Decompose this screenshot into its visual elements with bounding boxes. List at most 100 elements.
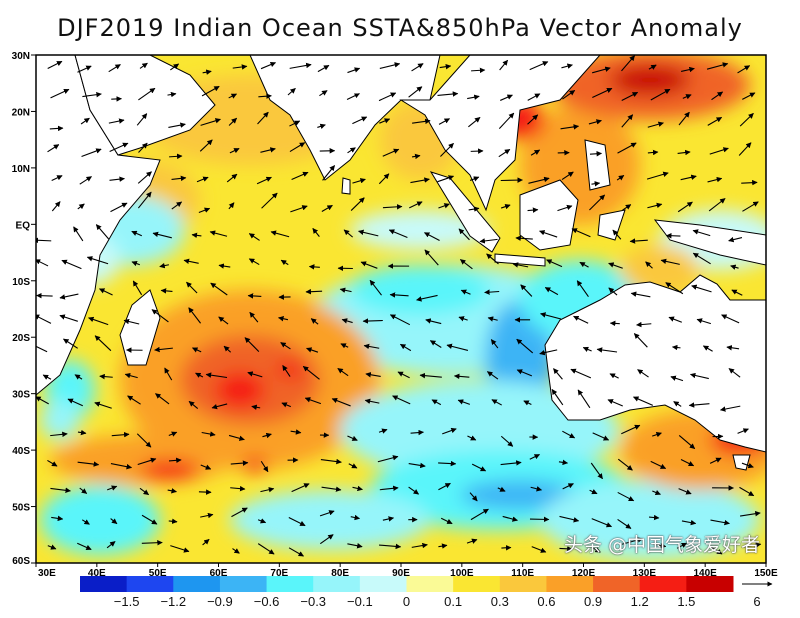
wind-vector	[726, 345, 740, 351]
wind-vector	[437, 91, 459, 97]
wind-vector	[291, 171, 309, 181]
wind-vector	[551, 389, 564, 406]
wind-vector	[352, 485, 363, 492]
wind-vector	[196, 176, 209, 183]
wind-vector	[305, 288, 323, 295]
wind-vector	[459, 259, 473, 270]
lat-label: 50S	[12, 503, 30, 514]
wind-vector	[530, 149, 541, 156]
colorbar-label: 0	[403, 594, 410, 609]
wind-vector	[438, 482, 451, 491]
wind-vector	[183, 258, 199, 264]
wind-vector	[431, 399, 442, 406]
wind-vector	[491, 399, 502, 406]
wind-vector	[352, 178, 366, 184]
wind-vector	[645, 261, 653, 269]
wind-vector	[124, 372, 138, 379]
wind-vector	[500, 94, 513, 101]
wind-vector	[260, 460, 269, 473]
colorbar-swatch	[173, 576, 221, 592]
wind-vector	[132, 280, 143, 296]
colorbar-swatch	[313, 576, 361, 592]
wind-vector	[469, 492, 478, 502]
wind-vector	[210, 282, 228, 296]
wind-vector	[347, 543, 363, 549]
wind-vector	[678, 111, 690, 126]
colorbar-swatch	[593, 576, 641, 592]
wind-vector	[479, 238, 498, 244]
wind-vector	[737, 428, 749, 434]
wind-vector	[540, 312, 562, 320]
wind-vector	[304, 397, 322, 405]
colorbar-swatch	[126, 576, 174, 592]
wind-vector	[467, 435, 477, 441]
wind-vector	[647, 202, 663, 209]
tasmania-land	[732, 454, 751, 471]
wind-vector	[81, 519, 90, 525]
wind-vector	[201, 431, 216, 437]
wind-vector	[77, 542, 92, 551]
wind-vector	[709, 457, 722, 464]
wind-vector	[591, 518, 613, 528]
wind-vector	[589, 150, 603, 157]
wind-vector	[608, 262, 623, 269]
colorbar-swatch	[266, 576, 314, 592]
wind-vector	[650, 542, 667, 549]
wind-vector	[249, 311, 259, 323]
wind-vector	[539, 230, 558, 238]
wind-vector	[350, 197, 365, 211]
wind-vector	[260, 147, 276, 153]
arabia-land	[74, 55, 216, 156]
wind-vector	[278, 316, 289, 322]
wind-vector	[711, 91, 724, 101]
wind-vector	[306, 347, 319, 353]
wind-vector	[95, 224, 110, 240]
wind-vector	[499, 59, 509, 71]
lon-label: 60E	[210, 568, 228, 579]
wind-vector	[392, 395, 411, 405]
wind-vector	[289, 142, 306, 153]
wind-vector	[131, 230, 143, 237]
wind-vector	[200, 512, 214, 519]
colorbar-label: −0.3	[300, 594, 326, 609]
colorbar-label: −0.1	[347, 594, 373, 609]
lon-label: 140E	[693, 568, 717, 579]
wind-vector	[612, 229, 622, 240]
wind-vector	[590, 462, 603, 480]
lon-label: 50E	[149, 568, 167, 579]
wind-vector	[81, 148, 102, 158]
wind-vector	[77, 65, 92, 73]
wind-vector	[484, 289, 500, 295]
wind-vector	[738, 142, 752, 156]
wind-vector	[77, 203, 85, 210]
lon-label: 70E	[270, 568, 288, 579]
wind-vector	[589, 545, 601, 553]
wind-vector	[617, 491, 635, 502]
wind-vector	[650, 88, 671, 101]
wind-vector	[171, 201, 183, 210]
wind-vector	[399, 343, 412, 352]
wind-vector	[632, 396, 654, 406]
colorbar-swatch	[686, 576, 734, 592]
wind-vector	[280, 259, 289, 266]
wind-vector	[546, 259, 563, 268]
wind-vector	[77, 461, 100, 467]
wind-vector	[621, 537, 644, 545]
wind-vector	[502, 515, 518, 522]
colorbar-label: 1.2	[631, 594, 649, 609]
wind-vector	[500, 435, 514, 447]
lat-label: 60S	[12, 556, 30, 567]
wind-vector	[515, 235, 533, 241]
wind-vector	[621, 424, 641, 435]
lat-label: 30N	[12, 51, 30, 62]
wind-vector	[280, 342, 291, 350]
wind-vector	[312, 227, 320, 237]
wind-vector	[136, 113, 148, 126]
wind-vector	[63, 338, 78, 349]
wind-vector	[260, 487, 275, 493]
wind-vector	[438, 203, 450, 209]
wind-vector	[382, 516, 395, 522]
wind-vector	[347, 435, 358, 441]
wind-vector	[360, 261, 378, 269]
wind-vector	[460, 289, 471, 295]
